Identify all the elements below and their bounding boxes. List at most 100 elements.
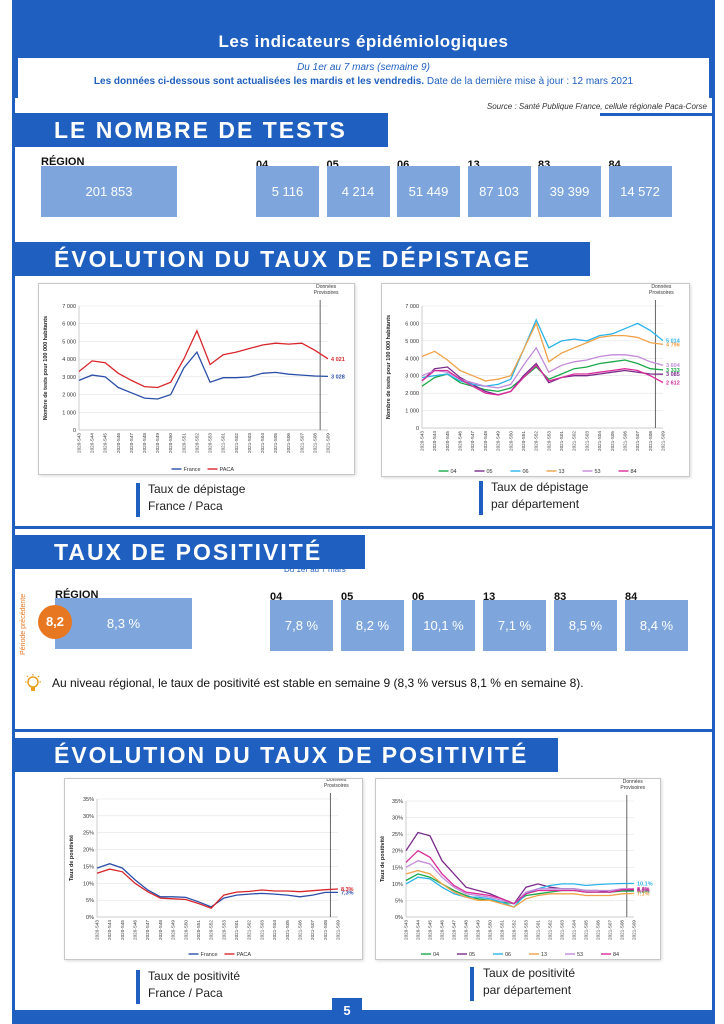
x-tick-label: 2020-S48 (464, 920, 469, 940)
y-tick-label: 3 000 (62, 375, 76, 381)
header-update: Les données ci-dessous sont actualisées … (12, 76, 715, 87)
chart-positivite-france-paca: 0% 5% 10% 15% 20% 25% 30% 35% 2020-S43 2020-S44 20… (64, 777, 363, 960)
series-line-84 (421, 364, 664, 396)
department-value: 7,1 % (483, 600, 546, 651)
y-tick-label: 15% (392, 865, 403, 871)
legend-entry: 05 (469, 952, 475, 958)
legend-entry: France (201, 952, 218, 958)
series-line-53 (405, 860, 634, 905)
y-tick-label: 0% (395, 915, 403, 921)
x-tick-label: 2021-S02 (234, 433, 239, 453)
x-tick-label: 2021-S09 (336, 920, 341, 940)
y-tick-label: 5 000 (62, 339, 76, 345)
x-tick-label: 2020-S49 (476, 920, 481, 940)
x-tick-label: 2020-S43 (95, 920, 100, 940)
y-tick-label: 1 000 (62, 410, 76, 416)
x-tick-label: 2021-S06 (596, 920, 601, 940)
series-end-label: 8,2% (637, 888, 650, 894)
y-axis-label: Nombre de tests pour 100 000 habitants (386, 315, 392, 419)
x-tick-label: 2021-S04 (272, 920, 277, 940)
x-tick-label: 2021-S09 (661, 431, 666, 451)
caption-line: par département (491, 497, 580, 511)
chart-depistage-departements: 0 1 000 2 000 3 000 4 000 5 000 6 000 7 000 2020… (381, 283, 690, 477)
x-tick-label: 2021-S02 (247, 920, 252, 940)
y-tick-label: 4 000 (405, 356, 419, 362)
x-tick-label: 2020-S46 (458, 431, 463, 451)
department-value: 4 214 (326, 166, 390, 217)
chart-positivite-departements-svg: 0% 5% 10% 15% 20% 25% 30% 35% 2020-S43 2020-S44 20… (380, 779, 653, 958)
header-period: Du 1er au 7 mars (semaine 9) (297, 62, 430, 73)
y-tick-label: 20% (83, 848, 94, 854)
legend-entry: 06 (523, 469, 529, 475)
x-tick-label: 2020-S48 (158, 920, 163, 940)
x-tick-label: 2020-S52 (194, 433, 199, 453)
x-tick-label: 2021-S03 (247, 433, 252, 453)
provisional-annotation: Provisoires (620, 785, 645, 791)
y-tick-label: 0 (416, 426, 419, 432)
header-inner-panel (18, 58, 709, 98)
positivite-note: Au niveau régional, le taux de positivit… (52, 676, 584, 690)
x-tick-label: 2021-S06 (622, 431, 627, 451)
chart-depistage-departements-svg: 0 1 000 2 000 3 000 4 000 5 000 6 000 7 000 2020… (386, 284, 681, 475)
provisional-annotation: Données (326, 779, 347, 783)
series-end-label: 8,3% (341, 887, 354, 893)
x-tick-label: 2021-S06 (297, 920, 302, 940)
x-tick-label: 2020-S45 (445, 431, 450, 451)
x-tick-label: 2021-S08 (648, 431, 653, 451)
x-tick-label: 2020-S49 (155, 433, 160, 453)
x-tick-label: 2020-S53 (221, 920, 226, 940)
y-tick-label: 35% (392, 799, 403, 805)
series-end-label: 4 021 (331, 357, 345, 363)
page-title: Les indicateurs épidémiologiques (218, 32, 509, 51)
legend-entry: 13 (559, 469, 565, 475)
x-tick-label: 2021-S03 (584, 431, 589, 451)
series-line-84 (405, 849, 635, 905)
y-tick-label: 30% (83, 814, 94, 820)
x-tick-label: 2020-S53 (208, 433, 213, 453)
legend-entry: 13 (541, 952, 547, 958)
y-tick-label: 10% (392, 882, 403, 888)
y-tick-label: 3 000 (405, 374, 419, 380)
y-tick-label: 2 000 (62, 393, 76, 399)
x-tick-label: 2021-S05 (273, 433, 278, 453)
series-end-label: 3 333 (666, 368, 680, 374)
caption-line: Taux de dépistage (491, 480, 589, 494)
x-tick-label: 2021-S01 (559, 431, 564, 451)
series-end-label: 8,4% (637, 887, 650, 893)
legend-entry: 05 (487, 469, 493, 475)
x-tick-label: 2021-S08 (312, 433, 317, 453)
series-end-label: 7,3% (341, 890, 354, 896)
page-frame-left (12, 0, 15, 1024)
x-tick-label: 2020-S53 (524, 920, 529, 940)
x-tick-label: 2021-S02 (572, 431, 577, 451)
y-tick-label: 7 000 (62, 304, 76, 310)
series-line-PACA (96, 868, 339, 909)
x-tick-label: 2020-S48 (483, 431, 488, 451)
y-tick-label: 4 000 (62, 357, 76, 363)
provisional-annotation: Données (651, 284, 672, 290)
x-tick-label: 2020-S48 (142, 433, 147, 453)
series-line-06 (421, 318, 664, 387)
provisional-annotation: Provisoires (314, 290, 339, 296)
department-value: 8,4 % (625, 600, 688, 651)
series-line-13 (421, 321, 664, 382)
y-tick-label: 0 (73, 428, 76, 434)
tests-period: Du 1er au 7 mars (307, 140, 369, 149)
x-tick-label: 2020-S49 (171, 920, 176, 940)
x-tick-label: 2020-S47 (145, 920, 150, 940)
lightbulb-icon (25, 674, 41, 691)
caption-bar (136, 483, 140, 517)
y-axis-label: Taux de positivité (380, 836, 386, 882)
chart-depistage-france-paca-svg: 0 1 000 2 000 3 000 4 000 5 000 6 000 7 000 2020… (43, 284, 345, 473)
series-end-label: 3 085 (666, 372, 680, 378)
x-tick-label: 2020-S50 (168, 433, 173, 453)
x-tick-label: 2021-S05 (610, 431, 615, 451)
source-note: Source : Santé Publique France, cellule … (486, 102, 707, 111)
series-end-label: 3 028 (331, 374, 345, 380)
caption-positivite-left: Taux de positivité France / Paca (148, 968, 240, 1002)
x-tick-label: 2020-S51 (500, 920, 505, 940)
x-tick-label: 2020-S45 (120, 920, 125, 940)
x-tick-label: 2021-S05 (584, 920, 589, 940)
caption-line: France / Paca (148, 986, 223, 1000)
x-tick-label: 2021-S07 (608, 920, 613, 940)
